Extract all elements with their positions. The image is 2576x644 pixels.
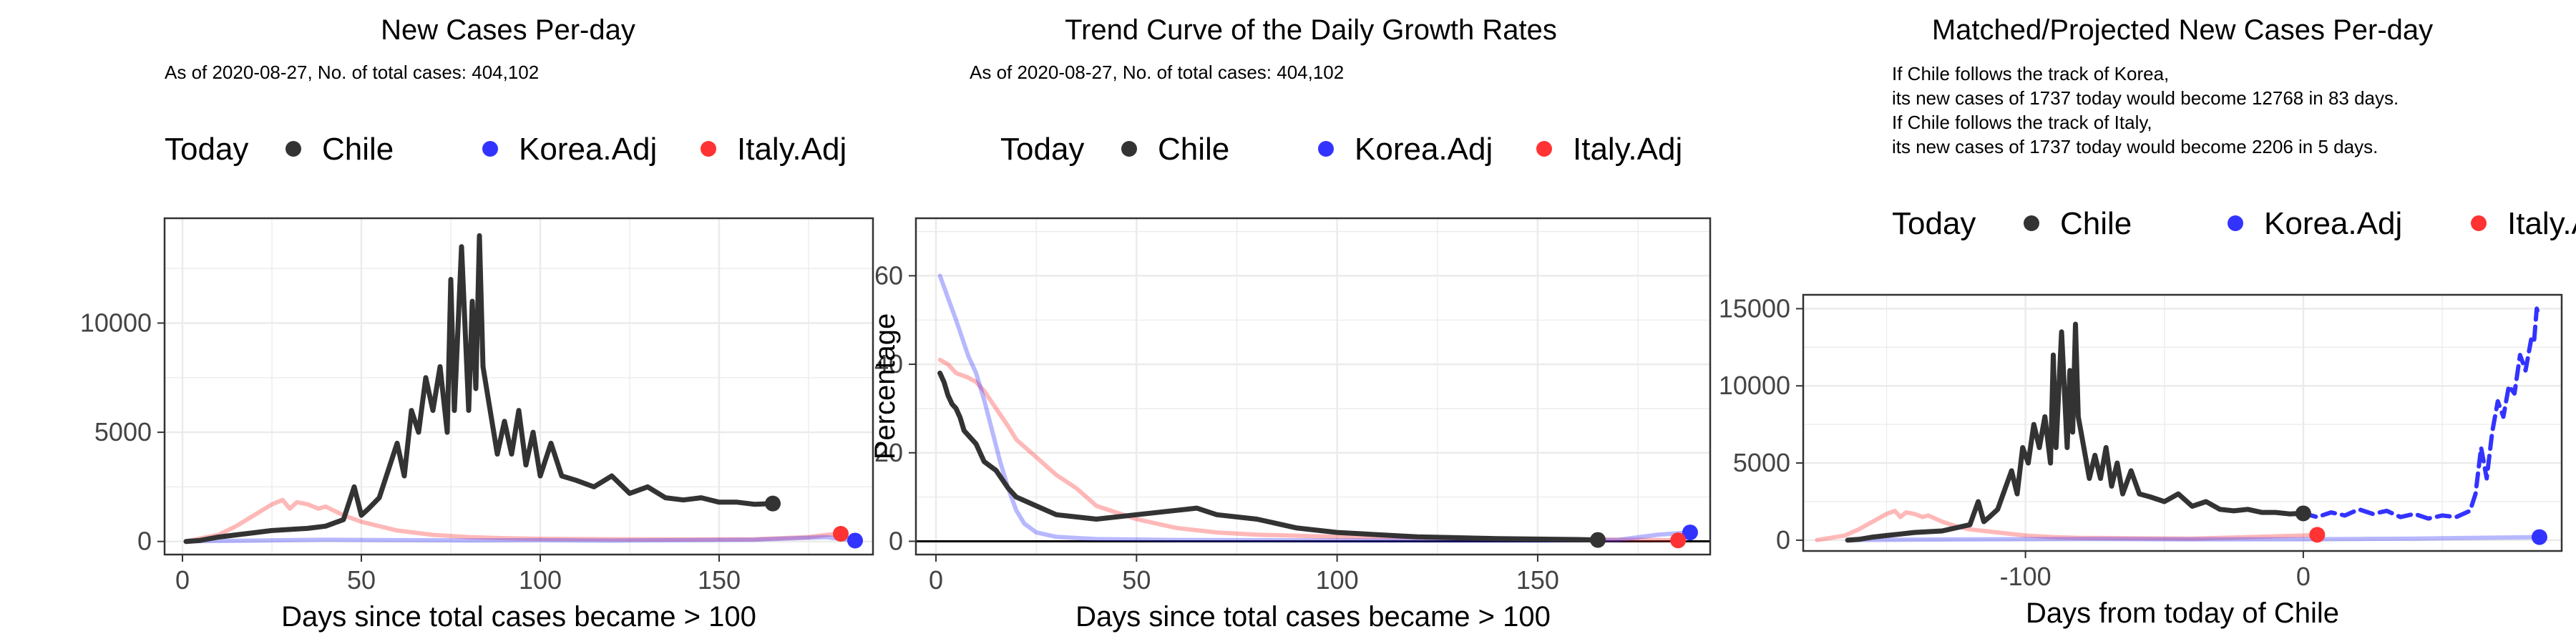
panel-growth-rates: Trend Curve of the Daily Growth Rates As … [869,14,1712,633]
today-point-korea-adj [1682,525,1698,541]
x-tick-label: 50 [1122,565,1151,595]
series-line-korea-adj [184,535,857,544]
x-tick-label: 150 [698,565,741,595]
x-tick-label: 100 [519,565,562,595]
y-tick-label: 10000 [80,308,152,337]
legend-dot-italy-adj [1536,141,1552,157]
y-tick-label: 20 [874,438,903,467]
today-point-chile [2295,505,2311,522]
y-tick-label: 5000 [1733,448,1790,477]
chart-title: Trend Curve of the Daily Growth Rates [1065,14,1557,46]
legend-dot-korea-adj [2228,215,2243,231]
chart-title: Matched/Projected New Cases Per-day [1932,14,2433,46]
today-point-korea-adj [2531,529,2547,545]
legend: Today Chile Korea.Adj Italy.Adj [165,132,847,167]
chart-subtitle-line: If Chile follows the track of Italy, [1892,112,2152,133]
legend-dot-italy-adj [701,141,716,157]
legend-label-chile: Chile [2060,206,2132,241]
series-line-korea-adj [2301,306,2542,521]
chart-subtitle-line: its new cases of 1737 today would become… [1892,136,2378,157]
y-tick-label: 0 [1776,525,1790,555]
legend-label-italy-adj: Italy.Adj [1573,132,1682,167]
legend-dot-chile [1121,141,1137,157]
panel-projected-cases: Matched/Projected New Cases Per-day If Ch… [1719,14,2576,629]
chart-subtitle-line: If Chile follows the track of Korea, [1892,63,2169,84]
x-tick-label: -100 [2000,562,2051,591]
series-line-chile [937,370,1601,543]
plot-area [165,218,873,555]
legend: Today Chile Korea.Adj Italy.Adj [1000,132,1682,167]
legend-label-korea-adj: Korea.Adj [2264,206,2402,241]
series-line-italy-adj [1815,508,2320,542]
legend-title: Today [1000,132,1084,167]
series-line-chile [183,233,776,545]
chart-subtitle-line: As of 2020-08-27, No. of total cases: 40… [165,62,539,83]
x-axis-title: Days from today of Chile [2026,597,2339,629]
today-point-italy-adj [1670,532,1687,549]
panel-new-cases: New Cases Per-day As of 2020-08-27, No. o… [80,14,874,633]
chart-subtitle-line: its new cases of 1737 today would become… [1892,87,2399,109]
series-line-italy-adj [937,357,1681,543]
legend: Today Chile Korea.Adj Italy.Adj [1892,206,2576,241]
legend-dot-chile [2024,215,2039,231]
y-tick-label: 0 [137,527,152,556]
plot-border [1802,293,2563,552]
series-line-chile [1845,321,2306,543]
legend-title: Today [1892,206,1976,241]
legend-label-korea-adj: Korea.Adj [1355,132,1493,167]
x-tick-label: 50 [347,565,376,595]
y-tick-label: 5000 [94,417,152,447]
y-tick-label: 60 [874,260,903,290]
x-axis-title: Days since total cases became > 100 [1075,601,1551,633]
grid [165,218,873,555]
y-tick-label: 40 [874,349,903,379]
today-point-italy-adj [833,526,849,542]
series-line-korea-adj [1845,535,2542,542]
plot-area [1803,295,2562,551]
today-point-italy-adj [2309,527,2326,543]
y-tick-label: 15000 [1719,293,1790,323]
legend-label-chile: Chile [1158,132,1229,167]
today-point-korea-adj [847,532,863,549]
legend-title: Today [165,132,248,167]
x-tick-label: 0 [2296,562,2311,591]
x-tick-label: 0 [929,565,943,595]
y-axis-title: Percentage [869,313,901,460]
series-line-italy-adj [184,497,843,544]
legend-dot-korea-adj [1318,141,1334,157]
y-tick-label: 0 [889,526,903,555]
y-tick-label: 10000 [1719,371,1790,400]
plot-border [163,217,874,556]
x-tick-label: 100 [1316,565,1359,595]
legend-dot-korea-adj [482,141,498,157]
x-tick-label: 0 [175,565,190,595]
legend-label-italy-adj: Italy.Adj [737,132,847,167]
chart-subtitle-line: As of 2020-08-27, No. of total cases: 40… [970,62,1344,83]
x-axis-title: Days since total cases became > 100 [281,601,756,633]
today-point-chile [1590,532,1606,548]
chart-title: New Cases Per-day [381,14,635,46]
grid [1803,295,2562,551]
legend-dot-italy-adj [2471,215,2487,231]
legend-dot-chile [286,141,301,157]
legend-label-chile: Chile [322,132,394,167]
plot-border [914,217,1712,556]
today-point-chile [765,495,781,512]
legend-label-italy-adj: Italy.Adj [2507,206,2576,241]
legend-label-korea-adj: Korea.Adj [519,132,657,167]
x-tick-label: 150 [1516,565,1559,595]
plot-area [916,218,1710,555]
